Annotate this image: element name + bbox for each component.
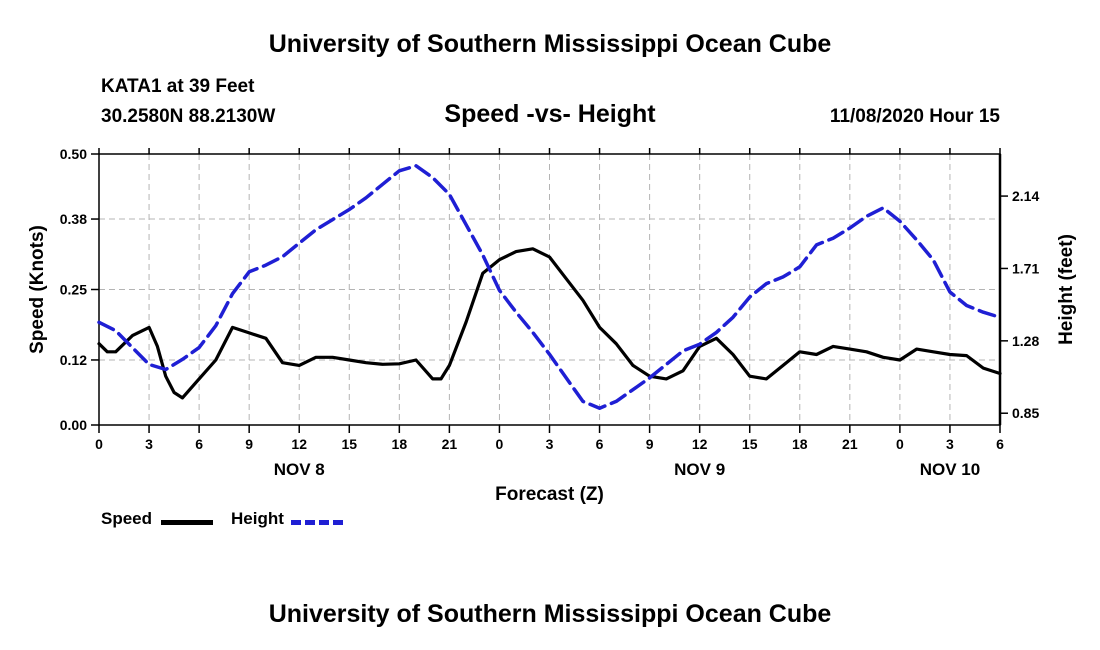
speed-series-line bbox=[97, 247, 1002, 400]
station-label: KATA1 at 39 Feet bbox=[101, 76, 255, 97]
x-tick-label: 3 bbox=[546, 436, 554, 452]
x-tick-label: 18 bbox=[792, 436, 808, 452]
legend-height-label: Height bbox=[231, 509, 284, 528]
y-tick-label-right: 1.28 bbox=[1012, 333, 1039, 349]
x-day-label: NOV 9 bbox=[674, 460, 725, 479]
legend-speed-label: Speed bbox=[101, 509, 153, 528]
y-axis-title-left: Speed (Knots) bbox=[27, 225, 48, 354]
x-tick-label: 6 bbox=[996, 436, 1004, 452]
y-tick-label-left: 0.25 bbox=[60, 282, 87, 298]
x-tick-label: 21 bbox=[442, 436, 458, 452]
y-axis-title-right: Height (feet) bbox=[1056, 234, 1077, 345]
x-tick-label: 15 bbox=[341, 436, 357, 452]
x-tick-label: 12 bbox=[291, 436, 307, 452]
x-day-label: NOV 8 bbox=[274, 460, 325, 479]
y-tick-label-left: 0.00 bbox=[60, 417, 87, 433]
y-tick-label-left: 0.38 bbox=[60, 211, 87, 227]
x-tick-label: 0 bbox=[95, 436, 103, 452]
x-tick-label: 6 bbox=[195, 436, 203, 452]
x-tick-label: 6 bbox=[596, 436, 604, 452]
x-day-label: NOV 10 bbox=[920, 460, 980, 479]
y-tick-label-right: 0.85 bbox=[1012, 405, 1039, 421]
forecast-datetime: 11/08/2020 Hour 15 bbox=[829, 106, 1000, 127]
x-tick-label: 21 bbox=[842, 436, 858, 452]
y-tick-label-right: 2.14 bbox=[1012, 188, 1039, 204]
footer-title: University of Southern Mississippi Ocean… bbox=[268, 600, 832, 628]
legend-height-line bbox=[291, 520, 343, 525]
x-tick-label: 3 bbox=[946, 436, 954, 452]
y-tick-label-right: 1.71 bbox=[1012, 260, 1039, 276]
x-tick-label: 9 bbox=[245, 436, 253, 452]
x-tick-label: 3 bbox=[145, 436, 153, 452]
station-coordinates: 30.2580N 88.2130W bbox=[101, 106, 276, 127]
x-tick-label: 0 bbox=[496, 436, 504, 452]
height-series-line bbox=[97, 164, 1002, 410]
x-tick-label: 9 bbox=[646, 436, 654, 452]
page-title: University of Southern Mississippi Ocean… bbox=[268, 30, 832, 58]
x-tick-label: 18 bbox=[392, 436, 408, 452]
x-tick-label: 0 bbox=[896, 436, 904, 452]
chart-title: Speed -vs- Height bbox=[444, 100, 656, 128]
legend-speed-line bbox=[161, 520, 213, 525]
y-tick-label-left: 0.12 bbox=[60, 352, 87, 368]
y-tick-label-left: 0.50 bbox=[60, 146, 87, 162]
x-tick-label: 12 bbox=[692, 436, 708, 452]
x-axis-title: Forecast (Z) bbox=[495, 484, 604, 505]
x-tick-label: 15 bbox=[742, 436, 758, 452]
